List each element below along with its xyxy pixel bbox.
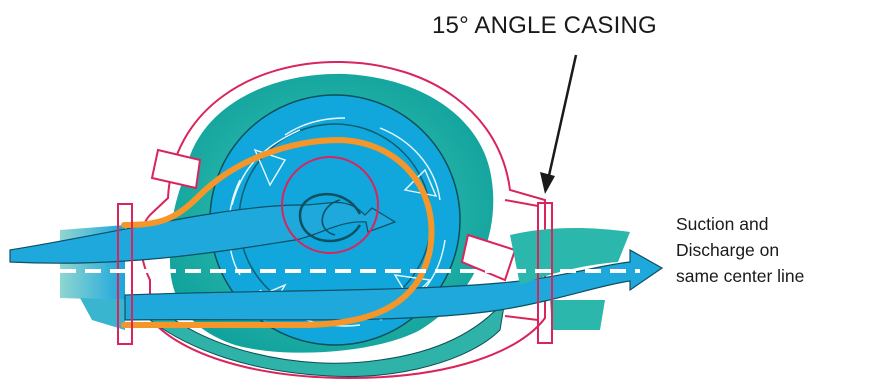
suction-flange (117, 203, 133, 345)
centerline-note-line-1: Suction and (676, 214, 769, 234)
orange-flow-path (121, 136, 435, 328)
callout-leader-line (546, 54, 578, 181)
flow-arrow-body (9, 201, 397, 264)
centerline-note-line-2: Discharge on (676, 240, 780, 260)
eye-swirl (298, 192, 362, 243)
volute-lower-swirl (149, 298, 506, 377)
casing-connector-upper (504, 199, 539, 207)
suction-inlet-lower (80, 298, 125, 330)
upper-casing-boss (150, 148, 202, 190)
callout-arrowhead (540, 172, 555, 194)
casing-connector-lower (504, 315, 539, 321)
eye-swirl-inner (321, 199, 341, 236)
centerline-note-line-3: same center line (676, 266, 805, 286)
lower-casing-boss (460, 233, 517, 282)
discharge-outlet-casing-lower (550, 300, 605, 330)
centerline-note: Suction and Discharge on same center lin… (676, 211, 804, 289)
impeller-eye-ring (281, 156, 379, 254)
casing-callout-label: 15° ANGLE CASING (432, 12, 657, 39)
